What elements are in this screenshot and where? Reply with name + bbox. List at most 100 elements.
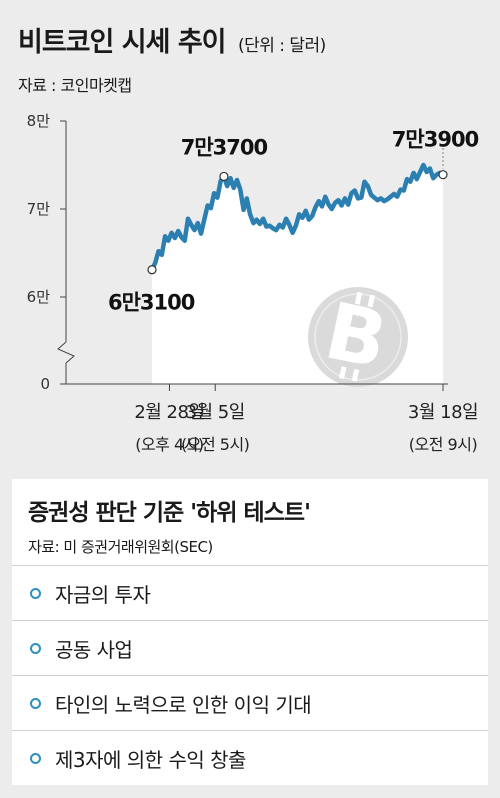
data-point xyxy=(180,236,182,238)
data-point xyxy=(193,229,196,231)
data-point xyxy=(213,192,215,194)
data-point xyxy=(331,208,333,210)
y-tick-label: 6만 xyxy=(27,288,51,306)
data-point xyxy=(334,202,336,204)
data-point xyxy=(386,198,388,200)
x-tick-sublabel: (오전 9시) xyxy=(409,435,477,454)
annotation-marker xyxy=(438,170,448,180)
data-point xyxy=(275,229,277,231)
data-point xyxy=(203,219,205,221)
data-point xyxy=(269,225,271,227)
howey-test-panel: 증권성 판단 기준 '하위 테스트' 자료: 미 증권거래위원회(SEC) 자금… xyxy=(12,479,488,785)
data-point xyxy=(298,213,300,215)
data-point xyxy=(216,197,218,199)
x-tick-label: 2월 28일 xyxy=(134,402,204,423)
data-point xyxy=(177,230,179,232)
data-point xyxy=(337,199,339,201)
bitcoin-logo-icon: B xyxy=(308,286,408,387)
data-point xyxy=(184,240,186,242)
y-tick-label: 7만 xyxy=(27,200,51,218)
data-point xyxy=(363,181,366,183)
data-point xyxy=(236,179,238,181)
panel-title: 증권성 판단 기준 '하위 테스트' xyxy=(28,500,311,526)
y-tick-label: 0 xyxy=(40,375,50,393)
data-point xyxy=(154,262,156,264)
data-point xyxy=(399,189,402,191)
data-point xyxy=(262,218,264,220)
data-point xyxy=(305,210,307,212)
list-item-text: 자금의 투자 xyxy=(55,582,151,607)
data-point xyxy=(285,218,287,220)
list-item: 제3자에 의한 수익 창출 xyxy=(12,730,488,785)
chart-title: 비트코인 시세 추이 (단위 : 달러) xyxy=(18,20,326,59)
data-point xyxy=(243,209,245,211)
list-item-text: 제3자에 의한 수익 창출 xyxy=(55,747,246,772)
data-point xyxy=(249,213,251,215)
data-point xyxy=(157,250,160,252)
chart-source: 자료 : 코인마켓캡 xyxy=(18,76,132,95)
x-tick-label: 3월 5일 xyxy=(186,402,245,423)
data-point xyxy=(409,181,411,183)
list-item: 타인의 노력으로 인한 이익 기대 xyxy=(12,675,488,730)
data-point xyxy=(207,204,209,207)
data-point xyxy=(256,219,258,221)
annotation-label: 7만3900 xyxy=(392,128,479,152)
data-point xyxy=(413,172,415,174)
annotation-marker xyxy=(219,171,229,182)
data-point xyxy=(171,232,173,234)
list-item: 자금의 투자 xyxy=(12,565,488,620)
annotation-label: 6만3100 xyxy=(108,291,195,315)
bullet-circle-icon xyxy=(30,642,41,654)
data-point xyxy=(403,189,405,192)
price-series-line xyxy=(149,162,446,272)
data-point xyxy=(321,205,323,207)
data-point xyxy=(396,196,398,198)
data-point xyxy=(357,197,359,199)
data-point xyxy=(429,167,431,170)
data-point xyxy=(390,196,392,198)
data-point xyxy=(282,226,284,229)
data-point xyxy=(380,197,382,199)
data-point xyxy=(174,237,176,239)
data-point xyxy=(344,197,346,199)
data-point xyxy=(432,177,434,179)
x-tick-sublabel: (오전 5시) xyxy=(181,435,249,454)
data-point xyxy=(197,222,199,224)
axis-break-icon xyxy=(57,341,75,364)
data-point xyxy=(292,232,294,234)
data-point xyxy=(252,222,254,224)
data-point xyxy=(229,177,232,179)
data-point xyxy=(426,171,428,173)
list-item-text: 타인의 노력으로 인한 이익 기대 xyxy=(55,692,312,717)
data-point xyxy=(308,219,310,221)
list-item-text: 공동 사업 xyxy=(55,637,133,662)
data-point xyxy=(435,174,438,176)
data-point xyxy=(233,187,235,189)
data-point xyxy=(314,206,317,208)
data-point xyxy=(383,200,385,202)
data-point xyxy=(416,178,418,180)
data-point xyxy=(373,197,375,199)
data-point xyxy=(341,204,343,207)
data-point xyxy=(347,204,349,206)
data-point xyxy=(419,171,421,173)
data-point xyxy=(164,235,166,237)
x-tick-label: 3월 18일 xyxy=(408,402,478,423)
annotation-label: 7만3700 xyxy=(181,135,268,159)
data-point xyxy=(288,224,290,226)
data-point xyxy=(354,189,356,192)
data-point xyxy=(265,226,267,228)
data-point xyxy=(311,215,313,217)
data-point xyxy=(259,223,261,225)
bitcoin-price-chart: B 0 6만 7만 8만 2월 28일 (오후 4시) 3월 5일 (오전 5시) 3월 18일… xyxy=(27,112,480,454)
data-point xyxy=(187,218,189,220)
data-point xyxy=(360,197,362,199)
data-point xyxy=(190,224,192,226)
data-point xyxy=(239,189,241,191)
bullet-circle-icon xyxy=(30,587,41,599)
data-point xyxy=(324,196,326,198)
data-point xyxy=(393,193,395,195)
data-point xyxy=(161,254,163,256)
data-point xyxy=(377,199,379,201)
annotation-marker xyxy=(147,265,157,275)
